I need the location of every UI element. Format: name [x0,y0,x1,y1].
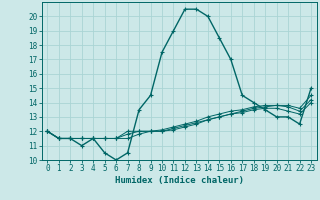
X-axis label: Humidex (Indice chaleur): Humidex (Indice chaleur) [115,176,244,185]
